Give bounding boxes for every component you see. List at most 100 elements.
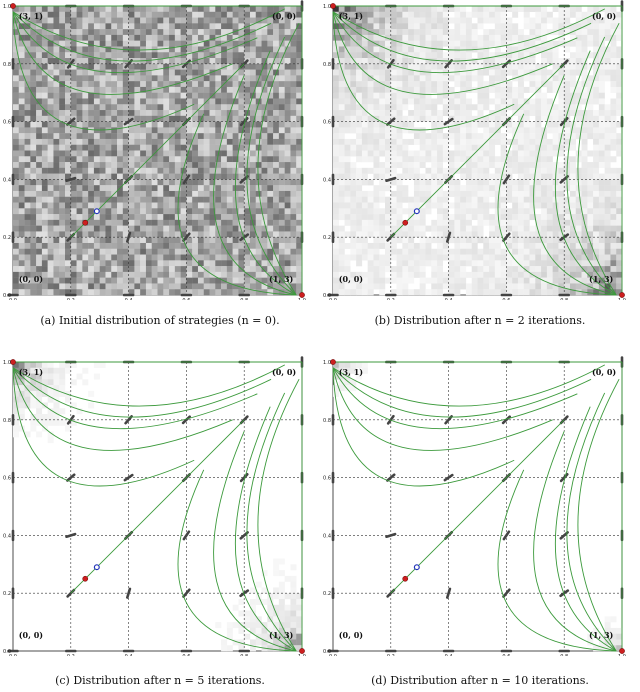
field-arrow — [443, 473, 454, 482]
trajectory-line — [257, 378, 300, 652]
field-arrow — [502, 530, 511, 541]
density-texture — [333, 6, 623, 296]
field-arrow — [65, 176, 77, 182]
trajectory-line — [12, 11, 233, 95]
trajectory-line — [332, 364, 606, 407]
y-tick-label: 0.4 — [3, 177, 11, 183]
field-arrow — [502, 232, 511, 242]
trajectory-line — [12, 11, 272, 62]
phase-plot-a: 0.00.0 0.2 0.2 0.4 0.4 0.6 0.6 0.8 0.8 1.0 1.0 (3, … — [3, 0, 306, 300]
field-arrow — [501, 415, 511, 425]
stable-point — [10, 3, 16, 9]
trajectory-line — [332, 11, 515, 131]
x-tick-label: 0.6 — [182, 298, 190, 300]
panel-d: 0.00.0 0.2 0.2 0.4 0.4 0.6 0.6 0.8 0.8 1.0 1.0 (3, … — [320, 356, 640, 656]
y-tick-label: 0.2 — [323, 235, 331, 241]
field-arrow — [443, 117, 454, 126]
y-tick-label: 0.2 — [323, 591, 331, 597]
trajectory-line — [12, 367, 258, 430]
field-arrow — [501, 59, 511, 69]
field-arrow — [385, 176, 397, 182]
y-tick-label: 1.0 — [323, 360, 331, 366]
stable-point — [82, 219, 89, 226]
stable-point — [619, 292, 625, 298]
phase-plot-c: 0.00.0 0.2 0.2 0.4 0.4 0.6 0.6 0.8 0.8 1.0 1.0 (3, … — [3, 356, 306, 656]
corner-label-top-left: (3, 1) — [19, 367, 43, 377]
trajectory-line — [177, 469, 297, 652]
x-tick-label: 0.8 — [560, 654, 568, 656]
trajectory-line — [497, 469, 617, 652]
caption-a: (a) Initial distribution of strategies (… — [40, 314, 280, 327]
y-tick-label: 0.4 — [323, 177, 331, 183]
field-arrow — [239, 473, 249, 483]
stable-point — [82, 575, 89, 582]
trajectory-line — [332, 11, 592, 62]
trajectory-line — [234, 406, 297, 652]
trajectory-line — [533, 75, 617, 296]
unstable-point — [413, 564, 420, 571]
y-tick-label: 0.8 — [323, 418, 331, 424]
field-arrow — [182, 588, 191, 598]
trajectory-line — [533, 431, 617, 652]
field-arrow — [66, 117, 76, 126]
trajectory-line — [12, 367, 233, 451]
trajectory-line — [246, 392, 297, 652]
panel-a: 0.00.0 0.2 0.2 0.4 0.4 0.6 0.6 0.8 0.8 1.0 1.0 (3, … — [0, 0, 320, 300]
field-arrow — [446, 587, 452, 599]
phase-plot-d: 0.00.0 0.2 0.2 0.4 0.4 0.6 0.6 0.8 0.8 1.0 1.0 (3, … — [323, 356, 626, 656]
y-tick-label: 0.2 — [3, 235, 11, 241]
field-arrow — [65, 532, 77, 538]
y-tick-label: 1.0 — [323, 4, 331, 10]
stable-point — [299, 292, 305, 298]
stable-point — [619, 648, 625, 654]
x-tick-label: 0.2 — [67, 654, 75, 656]
stable-point — [299, 648, 305, 654]
trajectory-line — [577, 378, 620, 652]
trajectory-line — [177, 113, 297, 296]
corner-label-top-right: (0, 0) — [592, 11, 616, 21]
x-tick-label: 1.0 — [618, 654, 626, 656]
x-tick-label: 0.0 — [9, 298, 17, 300]
trajectories — [12, 5, 303, 296]
diagonal-trajectory — [390, 419, 565, 594]
unstable-point — [93, 564, 100, 571]
trajectory-line — [332, 11, 553, 95]
trajectory-line — [332, 367, 515, 487]
field-arrow — [123, 117, 134, 126]
x-tick-label: 1.0 — [298, 298, 306, 300]
x-tick-label: 0.4 — [445, 654, 453, 656]
x-tick-label: 0.2 — [387, 654, 395, 656]
trajectory-line — [234, 50, 297, 296]
field-arrow — [181, 59, 191, 69]
field-arrow — [559, 473, 569, 483]
x-tick-label: 0.4 — [125, 298, 133, 300]
trajectory-line — [566, 36, 617, 296]
field-arrow — [126, 587, 132, 599]
trajectory-line — [332, 367, 592, 418]
y-tick-label: 0.0 — [3, 649, 11, 655]
field-arrow — [386, 117, 396, 126]
field-arrow — [446, 231, 452, 243]
field-arrow — [182, 174, 191, 185]
corner-label-bottom-left: (0, 0) — [19, 630, 43, 640]
y-tick-label: 0.6 — [3, 476, 11, 482]
y-tick-label: 0.6 — [323, 476, 331, 482]
field-arrow — [181, 415, 191, 425]
diagonal-trajectory — [70, 63, 245, 238]
x-tick-label: 0.6 — [502, 654, 510, 656]
stable-point — [10, 359, 16, 365]
x-tick-label: 0.4 — [125, 654, 133, 656]
trajectory-line — [213, 431, 297, 652]
x-tick-label: 0.2 — [387, 298, 395, 300]
corner-label-bottom-right: (1, 3) — [269, 274, 293, 284]
trajectory-line — [213, 75, 297, 296]
corner-label-top-right: (0, 0) — [592, 367, 616, 377]
panel-c: 0.00.0 0.2 0.2 0.4 0.4 0.6 0.6 0.8 0.8 1.0 1.0 (3, … — [0, 356, 320, 656]
trajectory-line — [12, 367, 195, 487]
y-tick-label: 0.4 — [3, 533, 11, 539]
field-arrow — [126, 231, 132, 243]
stable-point — [402, 575, 409, 582]
trajectory-line — [577, 22, 620, 296]
phase-plot-b: 0.00.0 0.2 0.2 0.4 0.4 0.6 0.6 0.8 0.8 1.0 1.0 (3, … — [323, 0, 626, 300]
x-tick-label: 0.8 — [240, 298, 248, 300]
